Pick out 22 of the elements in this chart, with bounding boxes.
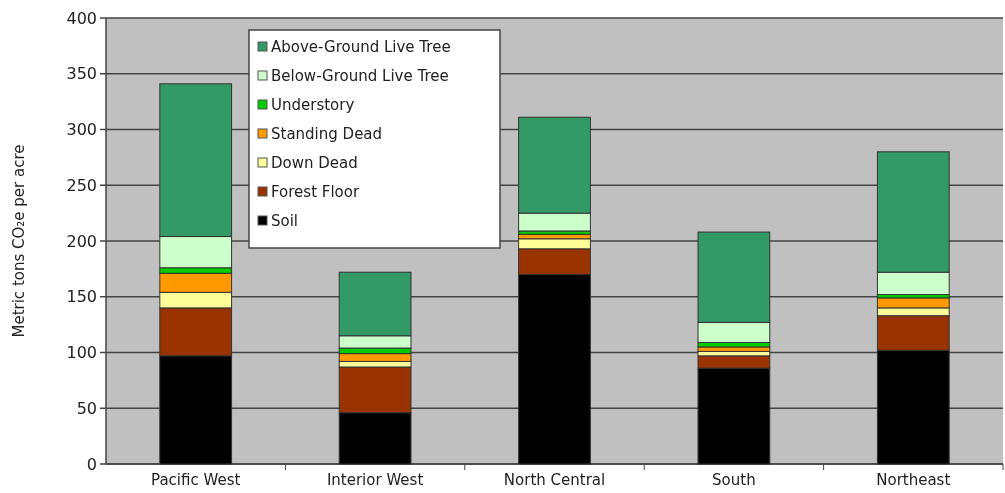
y-tick-label: 150 (66, 287, 97, 307)
y-tick-label: 0 (86, 454, 97, 474)
legend-label: Understory (271, 96, 355, 115)
y-tick-label: 250 (66, 175, 97, 195)
legend-label: Standing Dead (271, 125, 383, 144)
y-tick-label: 50 (76, 398, 97, 418)
legend-label: Above-Ground Live Tree (271, 38, 451, 57)
y-tick-label: 300 (66, 120, 97, 140)
legend-label: Soil (271, 212, 299, 231)
legend-label: Forest Floor (271, 183, 360, 202)
x-tick-label: Interior West (326, 471, 424, 489)
y-tick-label: 350 (66, 64, 97, 84)
x-tick-label: South (712, 471, 756, 489)
x-tick-label: Northeast (876, 471, 951, 489)
legend-label: Down Dead (271, 154, 358, 173)
x-tick-label: Pacific West (151, 471, 241, 489)
y-axis-title: Metric tons CO₂e per acre (10, 144, 28, 338)
x-tick-label: North Central (503, 471, 606, 489)
legend-label: Below-Ground Live Tree (271, 67, 449, 86)
y-tick-label: 200 (66, 231, 97, 251)
y-tick-label: 400 (66, 8, 97, 28)
y-tick-label: 100 (66, 343, 97, 363)
